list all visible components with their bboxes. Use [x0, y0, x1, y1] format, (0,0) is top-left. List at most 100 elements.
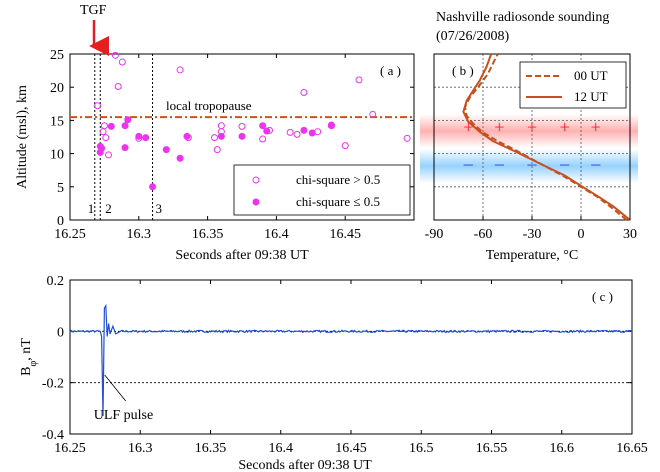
panel-b-title-line1: Nashville radiosonde sounding [436, 10, 609, 25]
legend-open-label: chi-square > 0.5 [296, 172, 380, 187]
positive-charge-symbol: + [560, 117, 570, 137]
negative-charge-symbol: – [559, 154, 570, 174]
x-tick-label: -90 [425, 227, 444, 242]
x-tick-label: 16.45 [329, 227, 361, 242]
x-tick-label: 16.45 [335, 441, 367, 456]
panel-c-waveform: 16.25 16.3 16.35 16.4 16.45 16.5 16.55 16.6 16.6… [19, 274, 648, 472]
legend-filled-marker [252, 198, 260, 206]
x-tick-label: 16.6 [550, 441, 575, 456]
panel-b-xlabel: Temperature, °C [486, 248, 578, 263]
panel-c-ticks: 16.25 16.3 16.35 16.4 16.45 16.5 16.55 16.6 16.6… [42, 274, 648, 456]
y-tick-label: 20 [50, 81, 64, 96]
open-point [259, 135, 267, 143]
x-tick-label: 16.5 [409, 441, 434, 456]
panel-a-ylabel: Altitude (msl), km [15, 85, 30, 189]
x-tick-label: 30 [623, 227, 637, 242]
reference-line-label-2: 2 [105, 201, 112, 216]
open-point [217, 122, 225, 130]
panel-b-ticks: -90 -60 -30 0 30 [425, 216, 637, 242]
filled-point [149, 183, 157, 191]
panel-c-frame [69, 279, 633, 435]
panel-b-sounding: + + + + +– – – – – Nashville radiosonde sounding… [420, 10, 638, 263]
open-point [105, 151, 113, 159]
legend-box [233, 164, 411, 216]
panel-b-temperature-lines [462, 53, 631, 221]
open-point [114, 83, 122, 91]
panel-a-legend: chi-square > 0.5 chi-square ≤ 0.5 [233, 164, 411, 216]
negative-charge-symbol: – [590, 154, 601, 174]
open-point [100, 122, 108, 130]
filled-point [238, 132, 246, 140]
x-tick-label: 16.25 [54, 227, 86, 242]
y-tick-label: -0.4 [42, 428, 64, 443]
filled-point [162, 146, 170, 154]
filled-point [124, 116, 132, 124]
filled-point [135, 132, 143, 140]
x-tick-label: 16.35 [195, 441, 227, 456]
open-point [369, 110, 377, 118]
x-tick-label: 0 [578, 227, 585, 242]
negative-charge-symbol: – [494, 154, 505, 174]
open-point [300, 89, 308, 97]
x-tick-label: -60 [474, 227, 493, 242]
panel-b-charge-band-positive [420, 114, 638, 148]
x-tick-label: 16.4 [264, 227, 289, 242]
panel-a-label: ( a ) [380, 63, 401, 78]
y-tick-label: -0.2 [42, 377, 64, 392]
tgf-label: TGF [80, 3, 107, 18]
reference-line-label-1: 1 [88, 201, 95, 216]
panel-a-frame [69, 53, 415, 221]
open-point [238, 122, 246, 130]
filled-point [263, 127, 271, 135]
positive-charge-symbol: + [463, 117, 473, 137]
open-point [111, 51, 119, 59]
panel-c-label: ( c ) [592, 289, 613, 304]
positive-charge-symbol: + [494, 117, 504, 137]
x-tick-label: 16.25 [54, 441, 86, 456]
filled-point [308, 129, 316, 137]
filled-point [176, 154, 184, 162]
x-tick-label: -30 [523, 227, 542, 242]
legend-filled-label: chi-square ≤ 0.5 [296, 194, 380, 209]
negative-charge-symbol: – [463, 154, 474, 174]
open-point [94, 102, 102, 110]
filled-point [217, 132, 225, 140]
y-tick-label: 0 [57, 214, 64, 229]
y-tick-label: 25 [50, 48, 64, 63]
positive-charge-symbol: + [591, 117, 601, 137]
panel-c-reference-lines [70, 330, 632, 384]
panel-b-legend: 00 UT 12 UT [519, 61, 627, 109]
open-point [176, 66, 184, 74]
positive-charge-symbol: + [527, 117, 537, 137]
filled-point [121, 144, 129, 152]
open-point [213, 146, 221, 154]
filled-point [98, 144, 106, 152]
filled-point [107, 122, 115, 130]
filled-point [259, 122, 267, 130]
filled-point [142, 134, 150, 142]
open-point [286, 128, 294, 136]
x-tick-label: 16.3 [128, 441, 153, 456]
ulf-pulse-label: ULF pulse [94, 408, 154, 423]
panel-b-charge-band-negative [420, 149, 638, 183]
panel-b-title-line2: (07/26/2008) [436, 29, 509, 44]
panel-b-legend-box [519, 61, 627, 109]
open-point [341, 142, 349, 150]
x-tick-label: 16.55 [476, 441, 508, 456]
legend-12ut-label: 12 UT [574, 89, 608, 104]
panel-a-ticks: 16.25 16.3 16.35 16.4 16.45 0 5 10 15 20 25 [50, 48, 414, 242]
tropopause-label: local tropopause [166, 98, 252, 113]
panel-c-xlabel: Seconds after 09:38 UT [238, 458, 372, 472]
y-tick-label: 0.2 [47, 274, 65, 289]
x-tick-label: 16.35 [192, 227, 224, 242]
legend-00ut-label: 00 UT [574, 68, 608, 83]
legend-open-marker [252, 176, 260, 184]
open-point [210, 134, 218, 142]
panel-c-ylabel: Bφ, nT [19, 338, 39, 376]
filled-point [121, 122, 129, 130]
panel-b-charge-symbols: + + + + +– – – – – [463, 117, 601, 174]
panel-b-label: ( b ) [452, 63, 474, 78]
